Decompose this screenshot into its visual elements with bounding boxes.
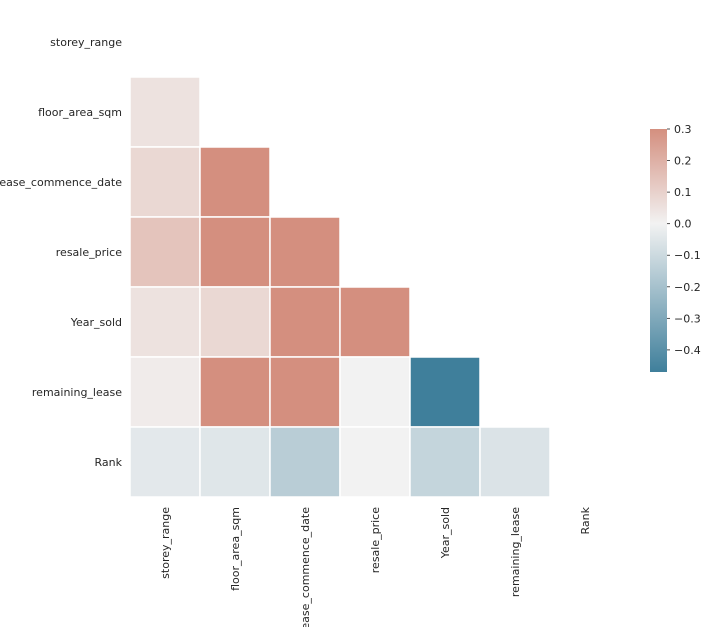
x-tick-label: resale_price <box>369 507 382 573</box>
heatmap-cell-resale-price-storey-range <box>129 216 201 288</box>
y-tick-label: floor_area_sqm <box>38 106 122 119</box>
heatmap-cell-floor-area-sqm-storey-range <box>129 76 201 148</box>
heatmap-cell-resale-price-lease-commence-date <box>269 216 341 288</box>
colorbar-ticks: 0.3 0.2 0.1 0.0 −0.1 −0.2 −0.3 −0.4 <box>667 123 701 357</box>
y-tick-label: Year_sold <box>70 316 122 329</box>
x-tick-label: floor_area_sqm <box>229 507 242 591</box>
heatmap-cell-rank-year-sold <box>409 426 481 498</box>
heatmap-cell-year-sold-resale-price <box>339 286 411 358</box>
x-axis-tick-labels: storey_range floor_area_sqm lease_commence… <box>159 506 592 627</box>
heatmap-cell-year-sold-lease-commence-date <box>269 286 341 358</box>
heatmap-cell-lease-commence-date-floor-area-sqm <box>199 146 271 218</box>
heatmap-cell-rank-floor-area-sqm <box>199 426 271 498</box>
x-tick-label: Year_sold <box>439 507 452 559</box>
colorbar-gradient <box>650 129 667 372</box>
colorbar: 0.3 0.2 0.1 0.0 −0.1 −0.2 −0.3 −0.4 <box>650 123 701 372</box>
colorbar-tick-label: 0.1 <box>674 186 692 199</box>
colorbar-tick-label: 0.0 <box>674 218 692 231</box>
y-tick-label: resale_price <box>56 246 122 259</box>
colorbar-tick-label: −0.3 <box>674 312 701 325</box>
y-tick-label: remaining_lease <box>32 386 122 399</box>
colorbar-tick-label: 0.2 <box>674 155 692 168</box>
heatmap-cells <box>129 76 551 498</box>
y-tick-label: lease_commence_date <box>0 176 122 189</box>
y-axis-tick-labels: storey_range floor_area_sqm lease_commence… <box>0 36 123 469</box>
heatmap-cell-rank-storey-range <box>129 426 201 498</box>
colorbar-tick-label: −0.2 <box>674 281 701 294</box>
x-tick-label: storey_range <box>159 507 172 579</box>
x-tick-label: lease_commence_date <box>299 507 312 627</box>
x-tick-label: remaining_lease <box>509 507 522 597</box>
heatmap-cell-rank-lease-commence-date <box>269 426 341 498</box>
heatmap-cell-resale-price-floor-area-sqm <box>199 216 271 288</box>
heatmap-cell-remaining-lease-floor-area-sqm <box>199 356 271 428</box>
colorbar-tick-label: 0.3 <box>674 123 692 136</box>
heatmap-cell-remaining-lease-resale-price <box>339 356 411 428</box>
heatmap-cell-remaining-lease-year-sold <box>409 356 481 428</box>
heatmap-cell-remaining-lease-storey-range <box>129 356 201 428</box>
heatmap-cell-year-sold-storey-range <box>129 286 201 358</box>
x-tick-label: Rank <box>579 506 592 534</box>
heatmap-cell-remaining-lease-lease-commence-date <box>269 356 341 428</box>
heatmap-cell-rank-remaining-lease <box>479 426 551 498</box>
heatmap-cell-lease-commence-date-storey-range <box>129 146 201 218</box>
colorbar-tick-label: −0.4 <box>674 344 701 357</box>
heatmap-cell-rank-resale-price <box>339 426 411 498</box>
heatmap-cell-year-sold-floor-area-sqm <box>199 286 271 358</box>
y-tick-label: storey_range <box>50 36 122 49</box>
colorbar-tick-label: −0.1 <box>674 249 701 262</box>
y-tick-label: Rank <box>95 456 123 469</box>
